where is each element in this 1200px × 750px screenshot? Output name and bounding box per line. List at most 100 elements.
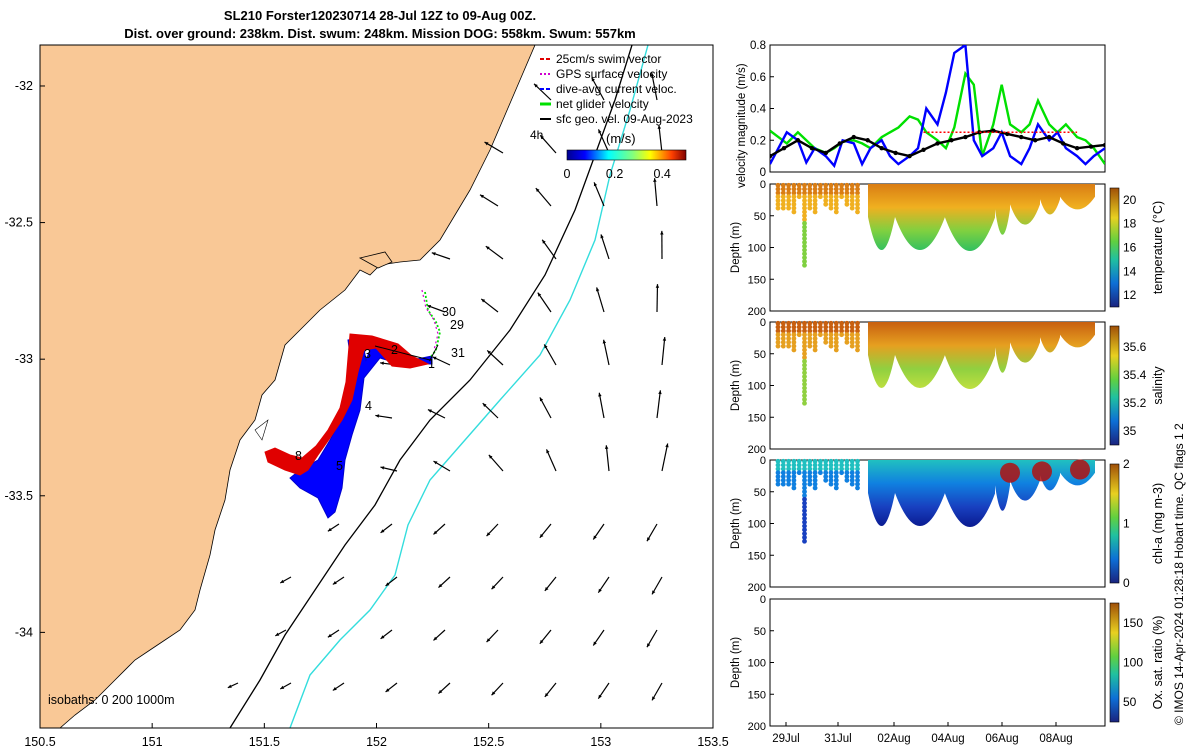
profile-cast-point [802,328,807,334]
profile-cast-point [839,470,844,476]
profile-colorbar-tick: 150 [1123,616,1143,630]
profile-cast-point [786,182,791,188]
profile-y-tick-label: 100 [748,243,766,255]
profile-cast-point [807,462,813,468]
geo-velocity-arrowhead [653,178,657,182]
geo-velocity-arrowhead [539,639,544,644]
profile-cast-point [833,339,839,345]
date-tick-label: 02Aug [877,733,910,745]
profile-panel-sal: 0 50 100 150 200 Depth (m) 35 35.2 35.4 35.6 salin… [730,317,1165,456]
profile-cast-point [802,477,807,483]
velocity-marker [809,145,815,151]
profile-cast-point [823,194,829,200]
velocity-y-tick-label: 0.4 [750,104,767,116]
profile-cast-point [828,470,834,476]
geo-velocity-arrowhead [375,414,380,418]
profile-cast-point [828,458,834,464]
profile-cast-point [855,474,860,479]
profile-cast-point [786,332,791,338]
velocity-marker [1088,144,1094,149]
profile-cast-point [802,535,807,540]
profile-cast-point [802,182,807,188]
chart-title-line1: SL210 Forster120230714 28-Jul 12Z to 09-… [223,8,537,23]
day-label: 5 [336,459,343,473]
profile-cast-point [812,182,818,188]
profile-cast-point [775,470,781,476]
profile-cast-point [775,198,781,203]
profile-cast-point [802,220,807,226]
profile-colorbar [1109,187,1120,308]
map-colorbar-label: (m/s) [606,131,636,146]
profile-cast-point [818,462,823,468]
profile-panel-temp: 0 50 100 150 200 Depth (m) 12 14 16 18 20 temperatu… [730,179,1165,318]
profile-cast-point [807,336,813,341]
profile-cast-point [855,458,860,464]
profile-cast-point [802,251,807,257]
velocity-panel: 0 0.2 0.4 0.6 0.8 velocity magnitude (m/s) [736,40,1106,188]
geo-velocity-arrowhead [486,532,491,537]
velocity-marker [1060,141,1066,146]
profile-cast-point [833,201,839,207]
profile-cast-point [780,458,786,464]
profile-ylabel: Depth (m) [730,498,742,549]
profile-y-tick-label: 150 [748,689,766,701]
profile-cast-point [849,324,855,330]
geo-velocity-arrowhead [385,582,390,586]
profile-frame [769,598,1106,727]
profile-colorbar-tick: 20 [1123,193,1137,207]
geo-velocity-arrowhead [546,449,550,454]
profile-cast-point [855,481,860,487]
velocity-marker [1046,134,1052,140]
velocity-marker [907,153,912,159]
profile-cast-point [839,462,844,468]
profile-cast-point [802,228,807,234]
chl-maximum [1070,459,1090,480]
profile-cast-point [775,186,781,192]
profile-cast-point [780,339,786,345]
profile-cast-point [812,190,818,196]
profile-cast-point [849,205,855,211]
profile-colorbar-tick: 35.6 [1123,340,1147,354]
profile-cast-point [786,205,791,211]
profile-cast-point [802,519,807,525]
geo-velocity-arrowhead [484,142,489,146]
profile-cast-point [807,474,813,479]
profile-cast-point [844,466,850,472]
profile-cast-point [823,339,829,345]
profile-cast-point [796,470,802,476]
velocity-marker [770,153,773,159]
profile-cast-point [786,462,791,468]
profile-cast-point [780,343,786,349]
profile-cast-point [786,343,791,349]
profile-cast-point [802,351,807,357]
profile-cast-point [807,477,813,483]
profile-cast-point [833,186,839,192]
geo-velocity-arrowhead [332,580,337,585]
profile-cast-point [849,186,855,192]
profile-cast-point [802,508,807,514]
date-tick-label: 29Jul [772,733,800,745]
day-label: 4 [365,399,372,413]
geo-velocity-arrowhead [432,356,437,360]
profile-cast-point [796,320,802,326]
profile-cast-point [791,474,797,479]
profile-cast-point [780,198,786,203]
profile-cast-point [775,343,781,349]
profile-cast-point [802,470,807,476]
geo-velocity-arrowhead [275,632,280,636]
profile-colorbar [1109,602,1120,723]
geo-velocity-arrowhead [665,443,669,448]
profile-cast-point [812,332,818,338]
map-colorbar-ticks: 0 0.2 0.4 [564,167,671,181]
profile-cast-point [802,397,807,402]
map-y-tick-label: -33 [15,352,33,366]
profile-cast-point [780,470,786,476]
profile-y-tick-label: 50 [754,487,766,499]
profile-colorbar [1109,463,1120,584]
profile-cast-point [844,194,850,200]
geo-velocity-arrowhead [488,454,493,459]
chl-maximum [1000,462,1020,483]
profile-cast-point [775,328,781,334]
profile-colorbar-label: Ox. sat. ratio (%) [1151,616,1165,710]
